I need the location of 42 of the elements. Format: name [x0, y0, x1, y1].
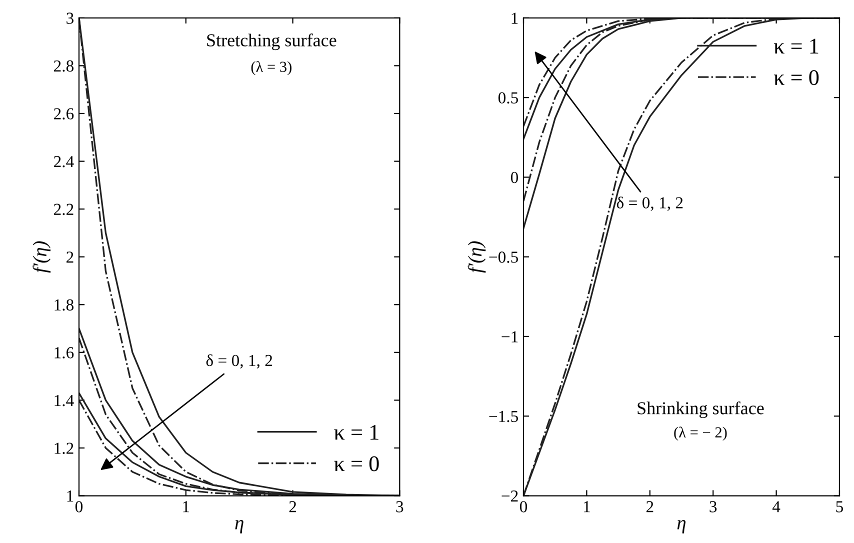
y-tick-label: 1 — [67, 490, 74, 502]
legend-label: κ = 0 — [774, 70, 819, 86]
x-tick-label: 2 — [289, 501, 296, 512]
y-tick-label: −2 — [502, 490, 518, 502]
y-tick-label: 1.6 — [54, 347, 74, 358]
x-tick-label: 3 — [710, 501, 717, 512]
x-tick-label: 4 — [772, 501, 780, 512]
y-tick-label: −1 — [502, 331, 518, 342]
y-tick-label: 1.4 — [54, 394, 74, 406]
y-tick-label: 0 — [510, 172, 518, 184]
x-tick-label: 1 — [584, 501, 590, 512]
annotation: δ = 0, 1, 2 — [206, 354, 272, 369]
annotation: Shrinking surface — [638, 401, 764, 418]
annotation: (λ = 3) — [251, 61, 292, 76]
y-tick-label: 2.4 — [54, 156, 74, 168]
legend-label: κ = 0 — [334, 456, 379, 472]
x-tick-label: 0 — [75, 501, 83, 512]
y-tick-label: 2 — [66, 252, 74, 263]
x-tick-label: 0 — [520, 501, 528, 512]
y-tick-label: 1.2 — [54, 442, 74, 454]
y-tick-label: 2.6 — [54, 108, 74, 120]
y-axis-title: f′(η) — [32, 241, 51, 273]
y-tick-label: −0.5 — [489, 252, 518, 263]
y-axis-title: f′(η) — [468, 241, 486, 273]
annotation: δ = 0, 1, 2 — [616, 196, 683, 211]
x-tick-label: 5 — [836, 501, 843, 512]
x-axis-title: η — [677, 520, 686, 534]
legend-label: κ = 1 — [334, 424, 378, 440]
y-tick-label: 3 — [66, 12, 74, 24]
legend-label: κ = 1 — [774, 38, 818, 54]
y-tick-label: 1 — [512, 12, 518, 24]
x-tick-label: 2 — [646, 501, 654, 512]
x-tick-label: 1 — [183, 501, 190, 512]
y-tick-label: 1.8 — [54, 299, 74, 311]
annotation: Stretching surface — [207, 34, 336, 50]
x-tick-label: 3 — [396, 501, 404, 512]
y-tick-label: 2.8 — [54, 60, 74, 72]
y-tick-label: 0.5 — [498, 92, 518, 104]
annotation: (λ = − 2) — [674, 426, 727, 441]
x-axis-title: η — [235, 520, 244, 534]
y-tick-label: −1.5 — [489, 410, 518, 422]
y-tick-label: 2.2 — [54, 204, 74, 216]
